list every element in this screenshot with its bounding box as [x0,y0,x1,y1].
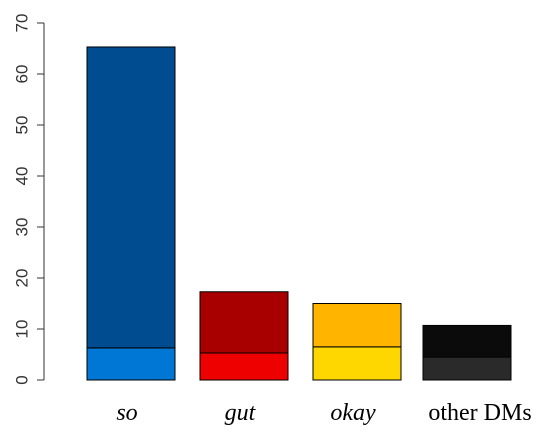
y-tick-label: 60 [12,65,31,84]
bar-segment-gut-2 [199,291,289,354]
bar-segment-gut-1 [199,352,289,381]
y-tick-label: 50 [12,116,31,135]
x-category-label: so [116,400,137,426]
bars [86,46,512,381]
y-tick-label: 10 [12,320,31,339]
bar-segment-okay-2 [312,303,402,348]
x-category-label: gut [225,400,257,426]
y-tick-label: 40 [12,167,31,186]
bar-segment-so-2 [86,46,176,349]
x-category-label: okay [330,400,376,426]
bar-segment-okay-1 [312,346,402,381]
y-tick-label: 20 [12,269,31,288]
y-tick-label: 30 [12,218,31,237]
category-labels: so gut okay other DMs [116,400,531,426]
y-tick-label: 0 [12,375,31,384]
y-axis: 0 10 20 30 40 50 60 70 [12,14,45,385]
bar-segment-other-dms-2 [422,324,512,358]
bar-segment-other-dms-1 [422,356,512,381]
y-tick-label: 70 [12,14,31,33]
bar-segment-so-1 [86,347,176,381]
x-category-label: other DMs [428,400,531,426]
